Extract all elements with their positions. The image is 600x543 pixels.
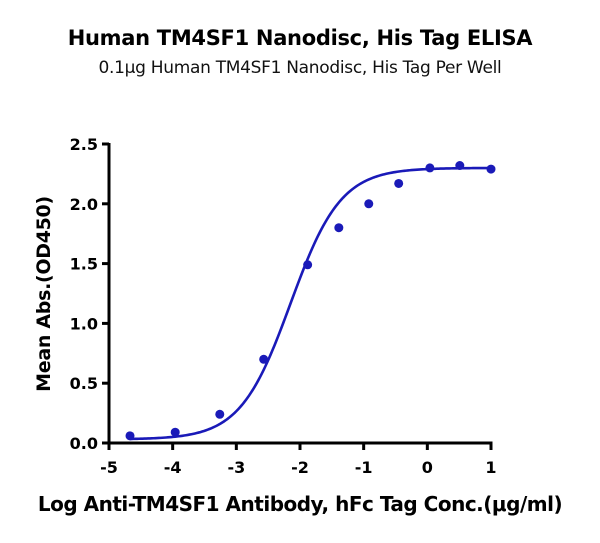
- x-tick-label: 1: [485, 458, 496, 477]
- x-tick-label: -3: [227, 458, 245, 477]
- y-tick-label: 1.0: [70, 314, 98, 333]
- x-tick-label: -1: [355, 458, 373, 477]
- data-point: [334, 223, 344, 233]
- y-tick-label: 0.5: [70, 374, 98, 393]
- y-tick-label: 0.0: [70, 434, 98, 453]
- data-point: [303, 260, 313, 270]
- x-tick-label: -2: [291, 458, 309, 477]
- x-tick-label: -5: [100, 458, 118, 477]
- data-point: [259, 354, 269, 364]
- data-point: [125, 431, 135, 441]
- data-point: [215, 409, 225, 419]
- x-tick-label: 0: [422, 458, 433, 477]
- y-tick-label: 1.5: [70, 255, 98, 274]
- y-tick-label: 2.0: [70, 195, 98, 214]
- data-point: [394, 178, 404, 188]
- data-point: [364, 199, 374, 209]
- x-axis-label: Log Anti-TM4SF1 Antibody, hFc Tag Conc.(…: [37, 492, 563, 516]
- y-tick-label: 2.5: [70, 135, 98, 154]
- fit-curve: [129, 166, 492, 441]
- chart-title: Human TM4SF1 Nanodisc, His Tag ELISA: [67, 26, 533, 50]
- data-point: [425, 163, 435, 173]
- x-tick-label: -4: [164, 458, 182, 477]
- data-point: [455, 161, 465, 171]
- data-point: [486, 164, 496, 174]
- data-point: [170, 427, 180, 437]
- chart-subtitle: 0.1μg Human TM4SF1 Nanodisc, His Tag Per…: [98, 58, 502, 78]
